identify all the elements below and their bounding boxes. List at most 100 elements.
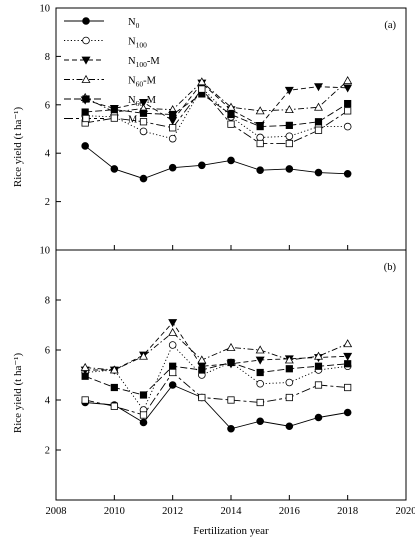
data-point — [80, 362, 90, 371]
y-tick-label: 2 — [45, 446, 50, 457]
data-point — [110, 383, 118, 392]
series-6 — [81, 368, 352, 419]
data-point — [226, 342, 236, 351]
series-line — [85, 371, 348, 416]
legend-label: N0 — [128, 17, 140, 30]
panel-a: 2 4 6 8 10 Rice yield (t ha⁻¹) (a) N0 N100 N100-M… — [12, 4, 407, 251]
data-point — [197, 355, 207, 364]
data-point — [314, 381, 323, 389]
panel-label: (a) — [384, 20, 396, 31]
series-5 — [81, 358, 352, 399]
data-point — [169, 362, 177, 370]
data-point — [285, 165, 294, 173]
data-point — [285, 365, 293, 373]
data-point — [227, 396, 235, 404]
data-point — [168, 163, 177, 172]
series-line — [85, 362, 348, 396]
data-point — [227, 156, 235, 165]
data-point — [139, 118, 148, 126]
x-tick-label: 2016 — [279, 506, 300, 517]
data-point — [285, 393, 293, 402]
data-point — [285, 139, 293, 148]
y-tick-label: 4 — [45, 396, 51, 407]
series-line — [85, 321, 348, 371]
legend-item: M — [64, 115, 138, 126]
legend-marker — [82, 17, 90, 25]
data-point — [256, 133, 264, 142]
legend-item: N60-M — [64, 74, 157, 89]
data-point — [256, 139, 264, 148]
data-point — [139, 174, 148, 183]
data-point — [344, 107, 352, 115]
data-point — [255, 345, 265, 354]
data-point — [344, 383, 352, 392]
series-1 — [81, 381, 352, 433]
data-point — [168, 319, 178, 328]
y-tick-label: 6 — [45, 100, 50, 111]
data-point — [284, 355, 294, 364]
data-point — [139, 411, 148, 419]
data-point — [139, 98, 148, 107]
data-point — [198, 85, 206, 93]
data-point — [81, 372, 89, 380]
data-point — [256, 166, 264, 174]
legend-label: N100 — [128, 37, 147, 50]
data-point — [110, 402, 118, 410]
data-point — [256, 417, 264, 426]
legend-label: N100-M — [128, 56, 160, 69]
y-axis-title: Rice yield (t ha⁻¹) — [12, 353, 24, 434]
data-point — [198, 393, 206, 402]
legend: N0 N100 N100-M N60-M N60-M M — [64, 17, 160, 126]
legend-label: N60-M — [128, 76, 157, 89]
data-point — [314, 126, 323, 134]
data-point — [314, 362, 323, 370]
data-point — [256, 379, 264, 388]
data-point — [139, 391, 148, 399]
data-point — [343, 122, 352, 131]
data-point — [169, 110, 177, 119]
data-point — [343, 169, 352, 178]
data-point — [169, 124, 177, 132]
data-point — [110, 106, 118, 114]
series-4 — [80, 75, 353, 116]
data-point — [198, 161, 206, 170]
data-point — [110, 114, 118, 122]
data-point — [343, 339, 353, 348]
data-point — [314, 102, 323, 111]
x-tick-label: 2010 — [104, 506, 125, 517]
data-point — [255, 356, 265, 365]
data-point — [197, 77, 207, 86]
data-point — [343, 352, 353, 361]
data-point — [81, 142, 89, 150]
data-point — [168, 134, 177, 143]
series-2 — [81, 341, 352, 414]
legend-item: N100 — [64, 37, 147, 50]
data-point — [256, 122, 264, 131]
series-1 — [81, 142, 352, 183]
series-line — [85, 87, 348, 140]
legend-marker — [82, 36, 90, 45]
data-point — [227, 120, 235, 128]
data-point — [139, 127, 148, 136]
legend-label: N60-M — [128, 95, 157, 108]
data-point — [168, 327, 178, 336]
x-axis-title: Fertilization year — [193, 525, 269, 537]
data-point — [285, 132, 294, 141]
data-point — [314, 413, 323, 422]
legend-item: N100-M — [64, 56, 160, 69]
data-point — [168, 117, 178, 126]
data-point — [314, 83, 323, 92]
x-tick-label: 2008 — [46, 506, 67, 517]
series-line — [85, 93, 348, 128]
x-tick-label: 2012 — [162, 506, 183, 517]
series-4 — [80, 327, 353, 374]
legend-marker — [82, 114, 90, 123]
data-point — [285, 378, 294, 387]
series-line — [84, 80, 348, 113]
data-point — [256, 398, 264, 407]
data-point — [344, 99, 352, 108]
x-tick-label: 2018 — [337, 506, 358, 517]
data-point — [169, 368, 177, 377]
data-point — [285, 121, 293, 129]
